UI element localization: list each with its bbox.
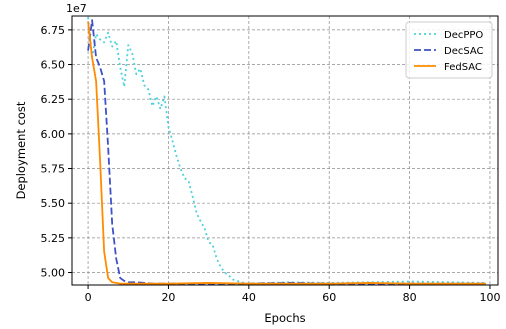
y-axis-label: Deployment cost (14, 101, 28, 199)
y-tick-label: 6.25 (41, 93, 66, 106)
x-axis-label: Epochs (264, 311, 305, 325)
x-tick-label: 0 (85, 291, 92, 304)
y-tick-label: 5.00 (41, 267, 66, 280)
legend-label: FedSAC (444, 62, 482, 73)
y-tick-label: 6.00 (41, 128, 66, 141)
y-tick-label: 6.50 (41, 59, 66, 72)
plot-frame (71, 15, 499, 286)
x-tick-label: 100 (479, 291, 500, 304)
x-tick-label: 80 (403, 291, 417, 304)
y-tick-label: 5.75 (41, 163, 66, 176)
legend-box (405, 21, 493, 79)
axis-ticks: 0 20 40 60 80 100 5.00 5.25 5.50 5.75 6.00 6.25 6.50… (41, 24, 501, 304)
y-axis-offset-label: 1e7 (66, 2, 87, 15)
legend-label: DecSAC (444, 46, 484, 57)
legend-label: DecPPO (444, 30, 483, 41)
legend: DecPPO DecSAC FedSAC (405, 21, 493, 79)
y-tick-label: 6.75 (41, 24, 66, 37)
y-tick-label: 5.25 (41, 232, 66, 245)
x-tick-label: 60 (322, 291, 336, 304)
x-tick-label: 40 (242, 291, 256, 304)
series-line-decppo (87, 17, 486, 285)
series-line-fedsac (87, 21, 486, 285)
x-tick-label: 20 (161, 291, 175, 304)
y-tick-label: 5.50 (41, 197, 66, 210)
series-lines (87, 17, 486, 285)
